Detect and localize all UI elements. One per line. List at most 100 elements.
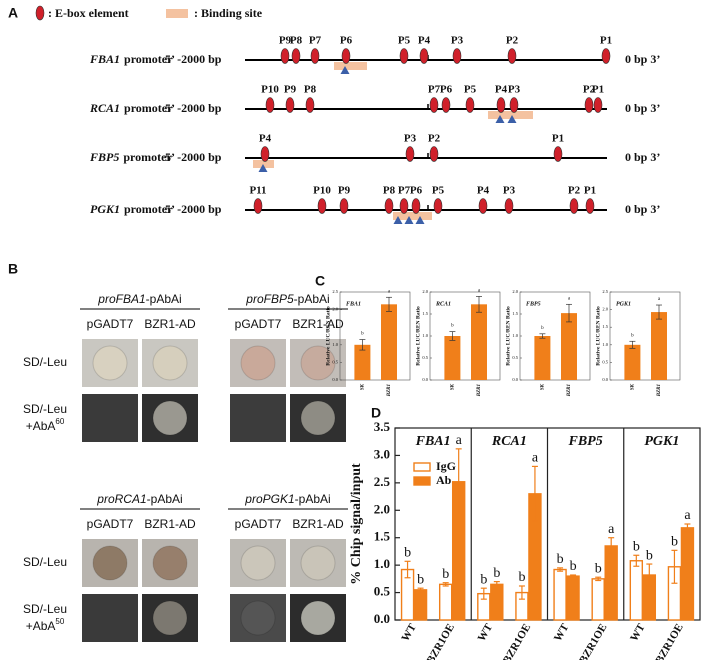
- ebox-element: [585, 198, 595, 214]
- y-tick-label: 2.0: [512, 289, 518, 294]
- binding-site: [334, 62, 367, 70]
- significance-letter: a: [608, 522, 615, 537]
- plate-image: [82, 594, 138, 642]
- bar: [354, 344, 371, 380]
- ebox-label: P5: [432, 185, 445, 197]
- ebox-label: P8: [383, 185, 396, 197]
- binding-arrow: [258, 164, 268, 172]
- row-label-part: +AbA: [26, 419, 56, 433]
- significance-letter: b: [404, 546, 411, 561]
- ebox-element: [496, 97, 506, 113]
- bar: [381, 304, 397, 380]
- bar: [651, 312, 667, 380]
- ebox-element: [265, 97, 275, 113]
- ebox-label: P7: [398, 185, 411, 197]
- ebox-element: [317, 198, 327, 214]
- ebox-label: P3: [508, 84, 521, 96]
- ebox-element: [553, 146, 563, 162]
- x-tick-label: BZR1: [657, 384, 662, 397]
- block-title: proRCA1-pAbAi: [96, 492, 182, 506]
- y-tick-label: 0.5: [422, 355, 428, 360]
- y-tick-label: 0.5: [512, 355, 518, 360]
- x-tick-label: BZR1OE: [425, 622, 457, 660]
- binding-arrow: [415, 216, 425, 224]
- column-label: pGADT7: [87, 317, 134, 331]
- legend-swatch: [413, 476, 431, 486]
- y-tick-label: 2.0: [332, 307, 338, 312]
- ebox-label: P7: [428, 84, 441, 96]
- block-title-promoter: proFBA1: [97, 292, 145, 306]
- end-label: 0 bp 3’: [625, 101, 660, 115]
- ebox-label: P10: [261, 84, 279, 96]
- binding-arrow: [340, 66, 350, 74]
- row-label: SD/-Leu: [23, 602, 67, 616]
- x-tick-label: BZR1OE: [501, 622, 533, 660]
- significance-letter: b: [493, 566, 500, 581]
- ebox-element: [441, 97, 451, 113]
- y-tick-label: 1.0: [602, 342, 608, 347]
- promoter-gene: FBA1: [89, 52, 120, 66]
- ebox-element: [310, 48, 320, 64]
- yeast-colony: [92, 345, 128, 381]
- y-tick-label: 0.0: [512, 377, 518, 382]
- ebox-label: P3: [503, 185, 516, 197]
- ebox-label: P4: [495, 84, 508, 96]
- x-tick-label: BZR1: [477, 384, 482, 397]
- significance-letter: b: [541, 326, 544, 331]
- x-tick-label: WT: [628, 621, 648, 643]
- y-tick-label: 1.0: [374, 556, 390, 571]
- ebox-label: P4: [259, 133, 272, 145]
- row-label: +AbA50: [26, 617, 65, 633]
- ebox-label: P11: [249, 185, 266, 197]
- significance-letter: a: [658, 297, 661, 302]
- significance-letter: b: [633, 539, 640, 554]
- bar: [438, 583, 453, 621]
- significance-letter: a: [684, 508, 691, 523]
- y-tick-label: 1.5: [422, 311, 428, 316]
- column-label: pGADT7: [87, 517, 134, 531]
- binding-site: [253, 160, 274, 168]
- significance-letter: b: [451, 324, 454, 329]
- ebox-element: [452, 48, 462, 64]
- ebox-label: P3: [404, 133, 417, 145]
- yeast-colony: [300, 345, 336, 381]
- promoter-word: promoter: [124, 52, 173, 66]
- ebox-element: [593, 97, 603, 113]
- y-tick-label: 1.5: [332, 324, 338, 329]
- panel-label: B: [8, 261, 18, 277]
- block-title-promoter: proRCA1: [96, 492, 146, 506]
- x-tick-label: SK: [361, 383, 366, 390]
- significance-letter: b: [671, 535, 678, 550]
- ebox-element: [384, 198, 394, 214]
- y-tick-label: 1.5: [512, 311, 518, 316]
- row-label: SD/-Leu: [23, 402, 67, 416]
- y-tick-label: 0.0: [374, 611, 390, 626]
- promoter-name: FBP5 promoter: [89, 150, 172, 164]
- bar: [680, 527, 695, 621]
- y-tick-label: 3.5: [374, 419, 391, 434]
- ebox-label: P1: [592, 84, 604, 96]
- x-tick-label: WT: [399, 621, 419, 643]
- ebox-label: P2: [568, 185, 581, 197]
- row-label: SD/-Leu: [23, 555, 67, 569]
- chart-frame: [609, 291, 681, 381]
- ebox-element: [433, 198, 443, 214]
- promoter-word: promoter: [123, 150, 172, 164]
- significance-letter: b: [480, 572, 487, 587]
- row-label-sup: 50: [55, 617, 64, 626]
- chart-title: PGK1: [616, 301, 631, 307]
- legend-label: IgG: [436, 459, 456, 473]
- promoter-name: PGK1 promoter: [90, 202, 173, 216]
- end-label: 0 bp 3’: [625, 202, 660, 216]
- ebox-label: P4: [477, 185, 490, 197]
- bar: [471, 304, 487, 380]
- x-tick-label: BZR1OE: [577, 622, 609, 660]
- plate-image: [230, 394, 286, 442]
- promoter-word: promoter: [124, 101, 173, 115]
- bar: [534, 336, 551, 380]
- y-tick-label: 0.0: [602, 377, 608, 382]
- ebox-element: [465, 97, 475, 113]
- yeast-colony: [152, 345, 188, 381]
- promoter-gene: FBP5: [89, 150, 119, 164]
